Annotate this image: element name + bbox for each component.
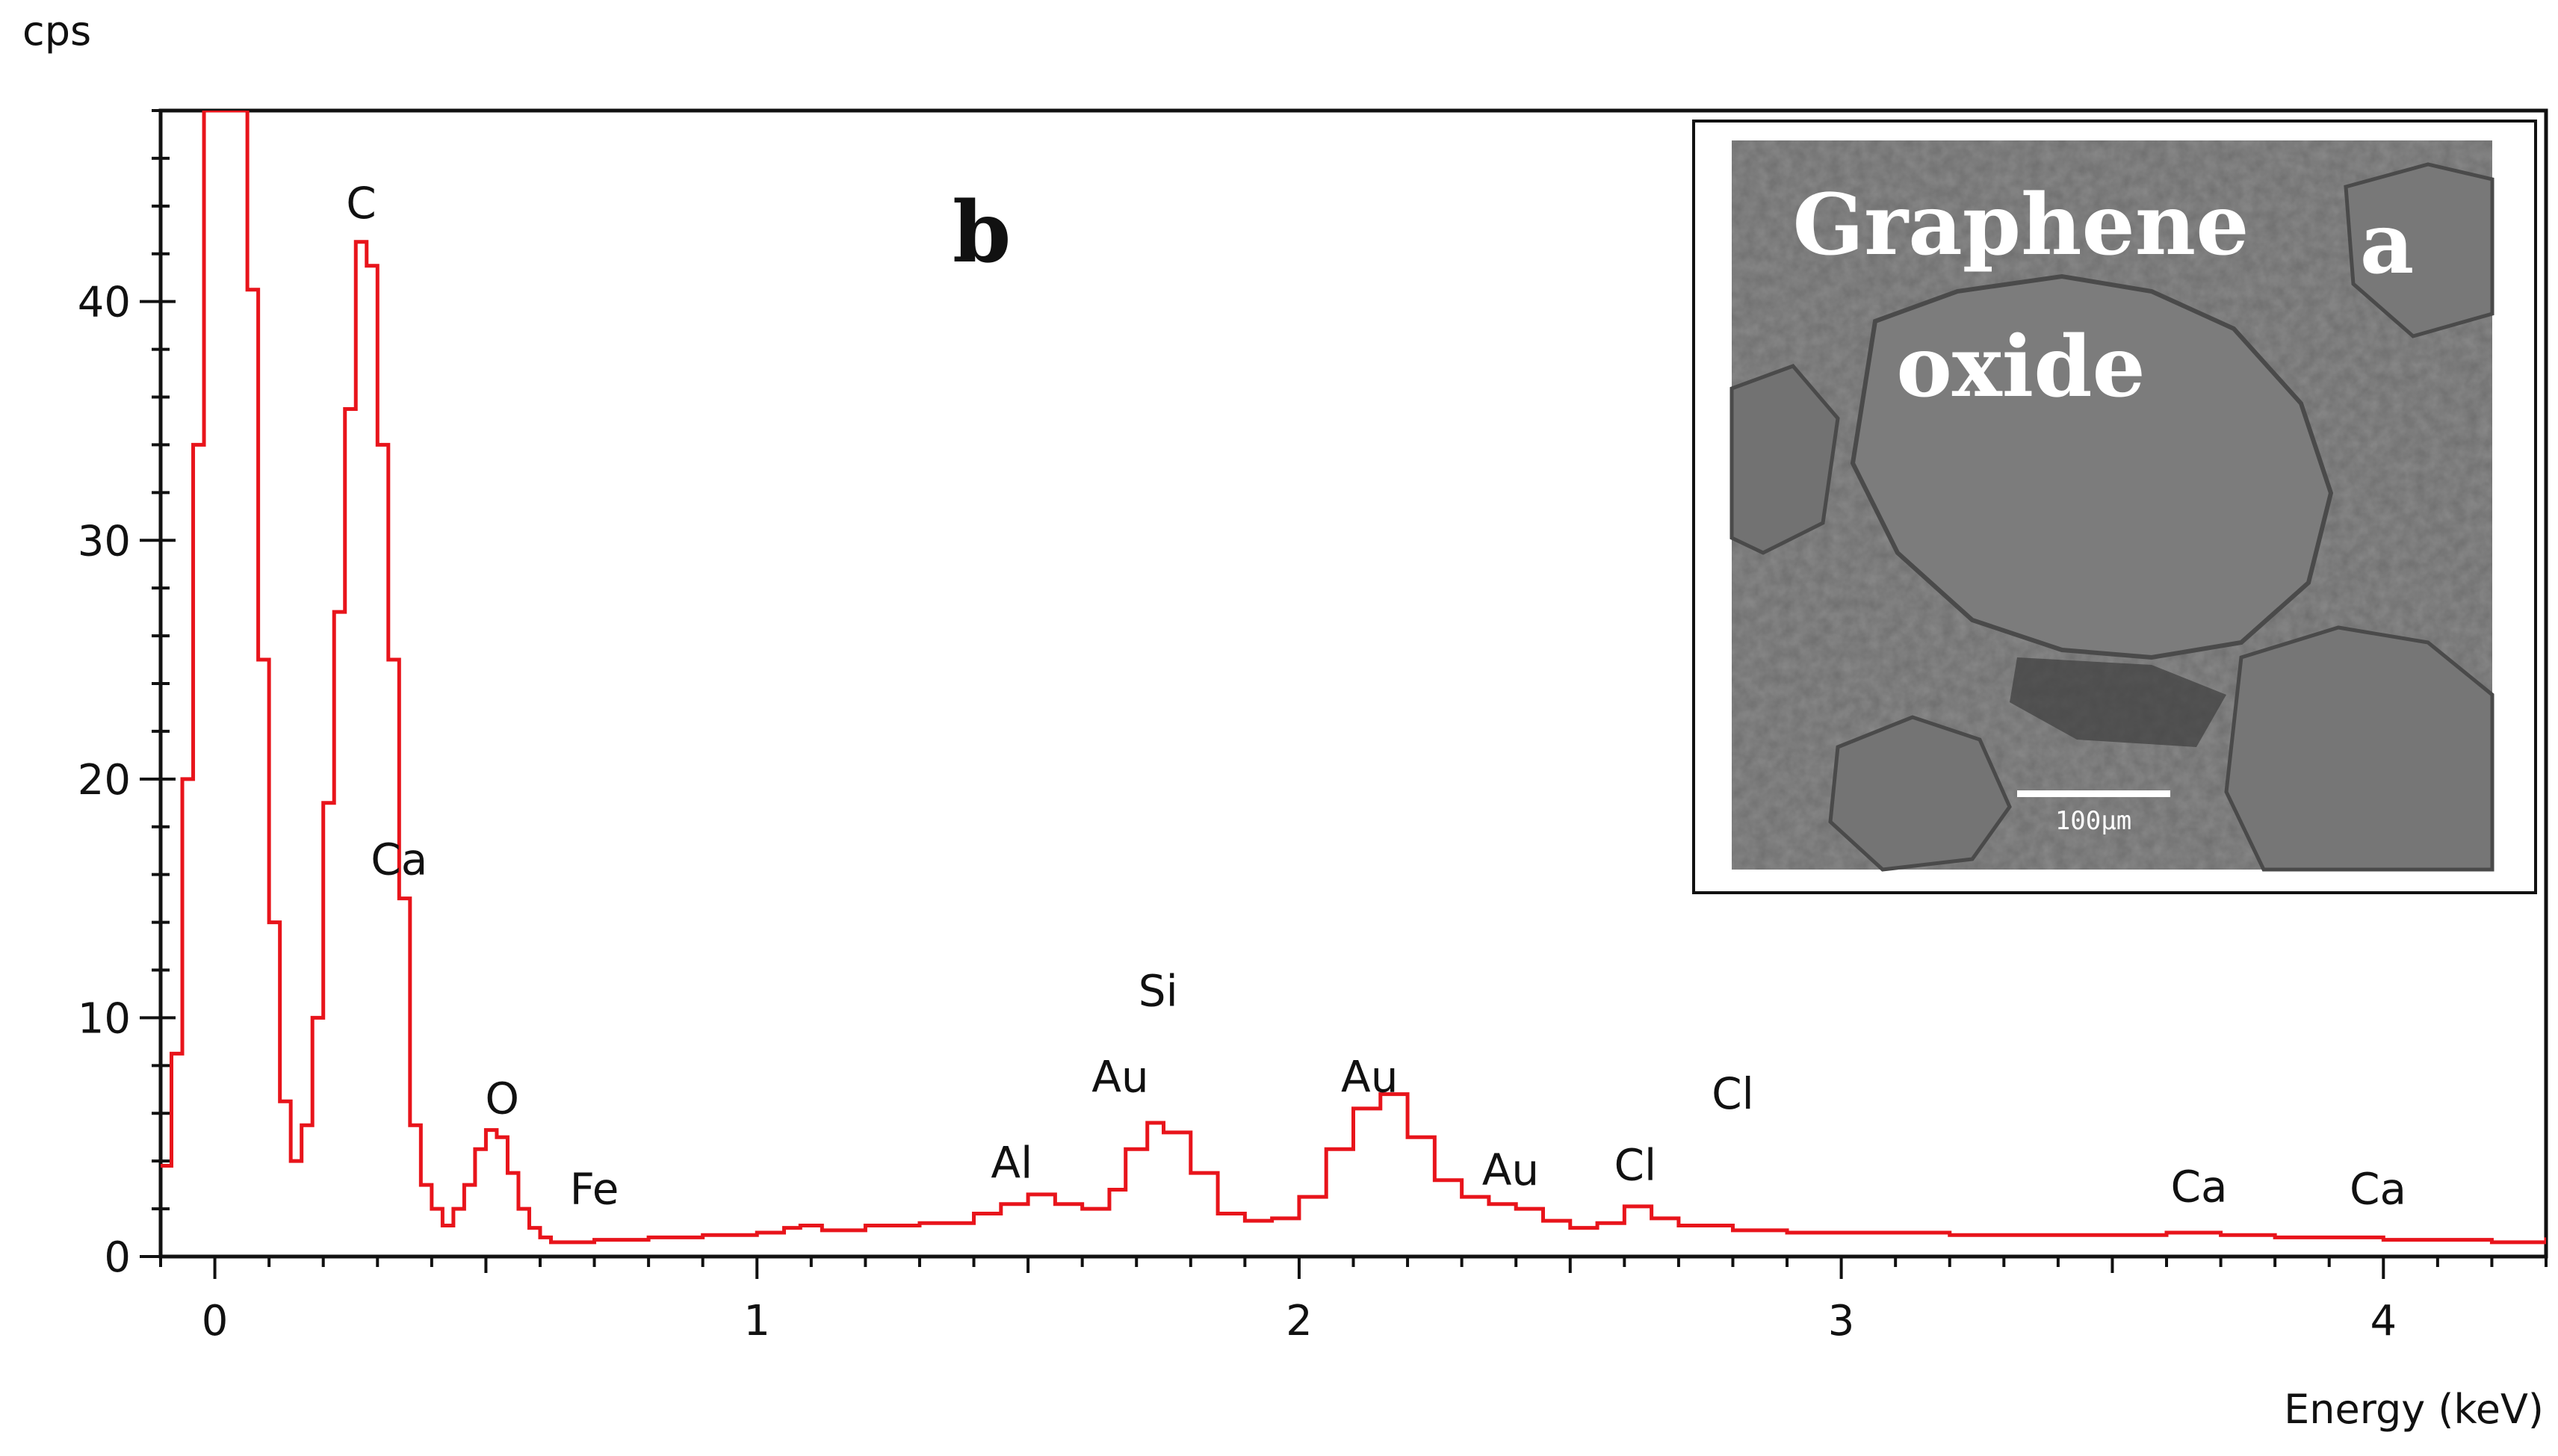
- panel-label-b: b: [953, 184, 1011, 282]
- y-tick-label: 0: [104, 1233, 131, 1282]
- scale-bar-label: 100µm: [2055, 806, 2131, 836]
- x-tick-label: 2: [1286, 1297, 1313, 1345]
- x-tick-label: 1: [743, 1297, 770, 1345]
- peak-label: O: [485, 1073, 519, 1124]
- peak-label: Au: [1482, 1144, 1539, 1195]
- peak-label: Ca: [371, 834, 427, 885]
- peak-label: Ca: [2171, 1161, 2228, 1212]
- inset-label-a: a: [2360, 195, 2415, 293]
- y-tick-label: 40: [78, 279, 131, 327]
- sem-flake-lower-right: [2224, 625, 2494, 872]
- x-axis-ticks: 0 1 2 3 4: [159, 1257, 2548, 1345]
- peak-label: Fe: [570, 1164, 619, 1215]
- x-tick-label: 3: [1828, 1297, 1855, 1345]
- sem-flake-top-right: [2344, 162, 2494, 338]
- x-tick-label: 4: [2370, 1297, 2397, 1345]
- sem-shadow: [2010, 657, 2226, 747]
- peak-label: Si: [1139, 965, 1178, 1016]
- x-tick-label: 0: [202, 1297, 229, 1345]
- sem-flake-left: [1729, 364, 1840, 555]
- sem-flake-large: [1850, 273, 2334, 660]
- scale-bar: [2017, 790, 2170, 797]
- peak-labels: C Ca O Fe Al Au Si Au Au Cl Cl Ca Ca: [346, 178, 2406, 1215]
- peak-label: Al: [991, 1138, 1032, 1189]
- inset-title-line1: Graphene: [1793, 176, 2249, 274]
- y-tick-label: 30: [78, 517, 131, 566]
- y-tick-label: 20: [78, 756, 131, 805]
- x-axis-label: Energy (keV): [2284, 1386, 2544, 1433]
- peak-label: Au: [1341, 1051, 1398, 1102]
- inset-title-line2: oxide: [1896, 318, 2146, 416]
- spectrum-line: [161, 111, 2546, 1245]
- y-axis-unit: cps: [22, 7, 91, 55]
- y-axis-ticks: 0 10 20 30 40: [78, 109, 176, 1282]
- sem-flake-lower-left: [1828, 715, 2012, 872]
- peak-label: Cl: [1614, 1140, 1657, 1191]
- peak-label: Cl: [1712, 1068, 1754, 1119]
- peak-label: C: [346, 178, 377, 229]
- y-tick-label: 10: [78, 994, 131, 1043]
- sem-particles: [1729, 162, 2494, 872]
- inset-panel: Graphene oxide a 100µm: [1692, 120, 2537, 894]
- peak-label: Au: [1091, 1051, 1148, 1102]
- peak-label: Ca: [2350, 1164, 2406, 1215]
